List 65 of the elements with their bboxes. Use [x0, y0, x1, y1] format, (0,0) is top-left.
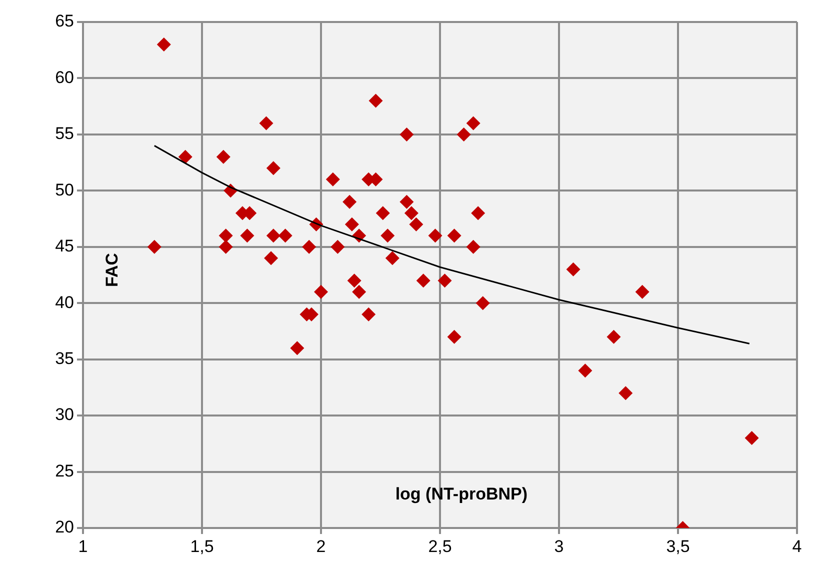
point: [326, 172, 340, 186]
y-tick-label: 30: [55, 405, 74, 424]
point: [147, 240, 162, 254]
point: [438, 274, 452, 288]
y-tick-label: 35: [55, 349, 74, 368]
point: [266, 161, 280, 176]
point: [344, 217, 359, 232]
x-tick-label: 3: [554, 536, 564, 556]
y-tick-label: 45: [55, 236, 74, 256]
point: [566, 262, 580, 276]
point: [352, 284, 366, 299]
point: [259, 116, 274, 130]
point: [376, 206, 390, 220]
point: [156, 37, 171, 52]
point: [447, 228, 462, 243]
point: [416, 274, 430, 288]
x-tick-label: 2: [316, 536, 326, 556]
point: [400, 127, 414, 142]
y-axis-title: FAC: [102, 252, 122, 287]
point: [380, 228, 395, 243]
x-tick-label: 2,5: [428, 536, 452, 556]
x-tick-label: 3,5: [666, 536, 690, 556]
y-tick-label: 50: [55, 180, 74, 200]
point: [404, 206, 418, 220]
point: [618, 386, 633, 400]
y-tick-label: 20: [55, 518, 74, 537]
y-tick-label: 40: [55, 292, 74, 312]
point: [266, 228, 280, 243]
point: [278, 228, 292, 243]
x-tick-label: 1: [78, 536, 88, 556]
point: [744, 431, 759, 446]
point: [578, 364, 592, 378]
x-axis-title: log (NT-proBNP): [395, 484, 528, 504]
point: [218, 240, 233, 254]
point: [302, 240, 316, 254]
point: [218, 228, 233, 243]
point: [330, 240, 345, 254]
point: [342, 194, 357, 209]
point: [447, 330, 462, 344]
point: [409, 217, 424, 232]
x-tick-label: 4: [792, 536, 802, 556]
point: [240, 228, 254, 243]
point: [466, 240, 480, 254]
point: [428, 228, 442, 243]
point: [635, 284, 650, 299]
y-tick-label: 25: [55, 461, 74, 480]
point: [314, 284, 328, 299]
point: [385, 251, 400, 266]
y-tick-label: 55: [55, 124, 74, 144]
point: [456, 127, 471, 142]
point: [347, 274, 362, 288]
point: [606, 330, 621, 344]
point: [400, 194, 414, 209]
point: [471, 206, 486, 220]
y-tick-label: 65: [55, 12, 74, 31]
point: [368, 94, 383, 108]
y-tick-label: 60: [55, 68, 74, 87]
x-tick-label: 1,5: [190, 536, 214, 556]
point: [216, 150, 230, 164]
point: [362, 307, 376, 322]
point: [264, 251, 278, 266]
point: [178, 150, 192, 164]
point: [476, 296, 490, 310]
point: [290, 341, 304, 356]
point: [466, 116, 480, 130]
